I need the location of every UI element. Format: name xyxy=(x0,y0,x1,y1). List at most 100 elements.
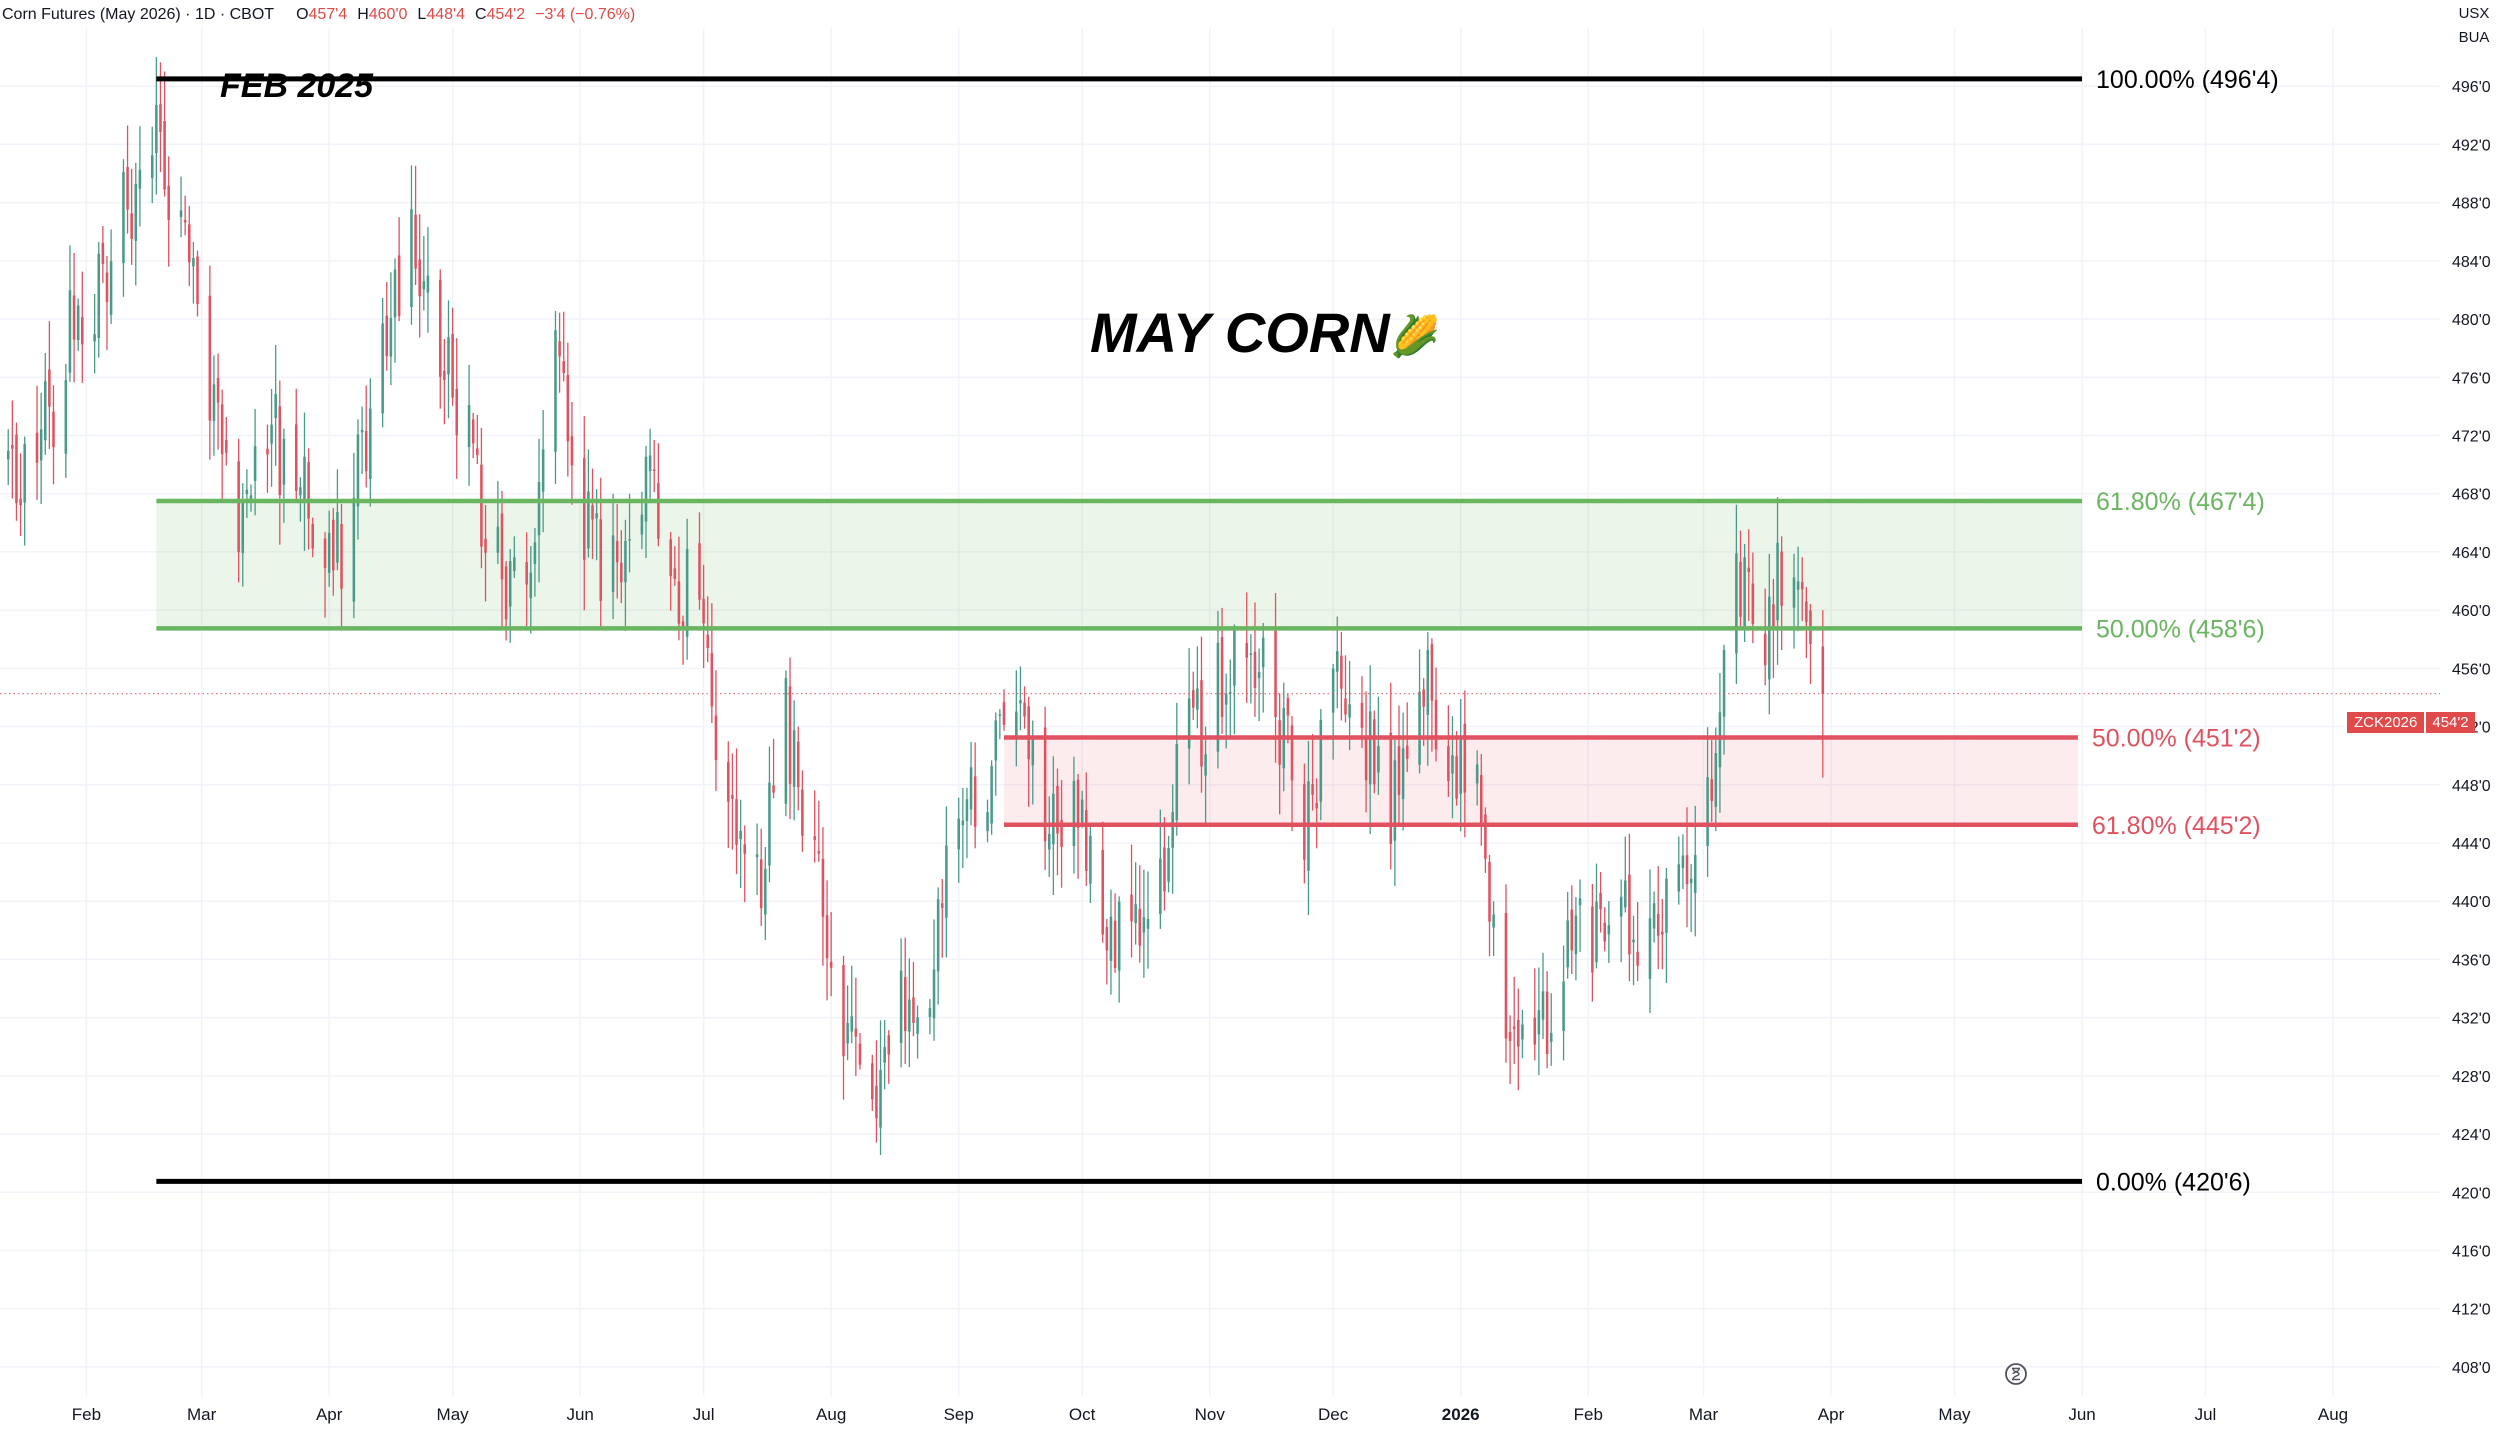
x-tick-label: May xyxy=(437,1405,470,1424)
candle-down xyxy=(731,794,734,799)
candle-up xyxy=(928,1008,932,1018)
candle-up xyxy=(1196,688,1199,710)
candle-down xyxy=(455,388,459,436)
y-tick-label: 492'0 xyxy=(2452,137,2491,154)
candle-down xyxy=(858,1043,862,1065)
candle-down xyxy=(476,448,479,456)
candle-down xyxy=(813,836,816,840)
candle-up xyxy=(282,438,286,485)
candle-down xyxy=(871,1063,874,1100)
annotations: FEB 2025 MAY CORN 🌽 xyxy=(220,67,1440,364)
candle-down xyxy=(801,789,804,836)
candle-down xyxy=(1002,702,1006,725)
price-tag-price: 454'2 xyxy=(2426,712,2475,733)
candle-down xyxy=(1710,779,1713,801)
candle-down xyxy=(1220,637,1224,717)
candle-down xyxy=(414,214,417,269)
candle-down xyxy=(1430,644,1434,701)
candle-down xyxy=(1545,991,1549,1055)
candle-up xyxy=(945,845,948,918)
candle-down xyxy=(48,369,51,407)
candle-up xyxy=(1574,915,1578,955)
currency-unit[interactable]: USX BUA xyxy=(2454,2,2494,50)
candle-down xyxy=(1821,646,1825,694)
candle-down xyxy=(710,653,714,707)
x-tick-label: Apr xyxy=(1818,1405,1845,1424)
candle-down xyxy=(1340,655,1343,689)
candle-down xyxy=(451,333,454,398)
candle-down xyxy=(669,539,672,577)
candle-down xyxy=(1488,861,1491,922)
candle-down xyxy=(72,295,76,340)
candle-down xyxy=(294,424,298,491)
candle-down xyxy=(772,785,775,793)
candle-up xyxy=(768,782,771,866)
candle-down xyxy=(418,259,421,297)
candle-up xyxy=(356,434,360,507)
candle-down xyxy=(1113,920,1117,969)
y-tick-label: 424'0 xyxy=(2452,1127,2491,1144)
candle-down xyxy=(1130,894,1133,922)
candle-down xyxy=(1373,719,1376,785)
candle-up xyxy=(93,334,96,342)
candle-up xyxy=(990,766,993,824)
y-tick-label: 416'0 xyxy=(2452,1243,2491,1260)
candle-up xyxy=(595,513,598,519)
candle-down xyxy=(1517,1019,1520,1047)
candle-down xyxy=(1447,746,1450,782)
candle-down xyxy=(1315,803,1318,809)
unit-label: BUA xyxy=(2458,29,2490,46)
candle-up xyxy=(68,290,72,373)
candle-down xyxy=(562,361,565,374)
y-tick-label: 408'0 xyxy=(2452,1360,2491,1377)
candle-down xyxy=(484,538,487,553)
symbol-title[interactable]: Corn Futures (May 2026) · 1D · CBOT xyxy=(2,6,275,23)
candle-down xyxy=(1274,627,1277,718)
candle-up xyxy=(611,535,615,592)
candle-up xyxy=(64,380,68,454)
candle-up xyxy=(39,429,43,461)
candle-up xyxy=(393,269,397,318)
candle-up xyxy=(908,999,911,1032)
candle-down xyxy=(566,375,570,442)
candle-down xyxy=(1023,702,1026,717)
y-tick-label: 464'0 xyxy=(2452,545,2491,562)
candle-down xyxy=(1780,551,1783,606)
candle-down xyxy=(615,541,619,563)
candle-down xyxy=(817,851,821,854)
candle-up xyxy=(1578,898,1582,906)
candle-up xyxy=(1632,939,1635,943)
candle-down xyxy=(196,256,199,305)
candle-up xyxy=(1393,760,1397,841)
candle-down xyxy=(599,519,603,602)
time-axis[interactable]: Feb Mar Apr May Jun Jul Aug Sep Oct Nov Dec 2026 Feb… xyxy=(72,1405,2348,1424)
candle-up xyxy=(936,899,940,972)
x-tick-label: Apr xyxy=(316,1405,343,1424)
candle-down xyxy=(1397,746,1401,795)
candle-up xyxy=(969,767,973,810)
candle-up xyxy=(212,384,216,421)
candle-down xyxy=(1191,690,1195,708)
candle-up xyxy=(422,281,426,290)
price-axis[interactable]: 408'0 412'0 416'0 420'0 424'0 428'0 432'0 436'0… xyxy=(2452,79,2491,1377)
candle-down xyxy=(903,977,907,1031)
clock-icon[interactable] xyxy=(2004,1362,2028,1386)
candle-down xyxy=(471,419,475,444)
close-label: C xyxy=(474,6,487,23)
candle-up xyxy=(764,868,767,915)
candle-down xyxy=(796,741,800,788)
candle-up xyxy=(986,812,989,832)
candle-down xyxy=(1484,814,1487,860)
candle-up xyxy=(784,678,788,804)
y-tick-label: 448'0 xyxy=(2452,778,2491,795)
candle-down xyxy=(1434,699,1438,750)
candle-up xyxy=(245,489,249,494)
candle-down xyxy=(727,761,730,802)
candle-down xyxy=(854,1028,858,1037)
candle-up xyxy=(241,500,245,553)
candle-up xyxy=(426,275,430,293)
candle-down xyxy=(438,279,442,377)
corn-emoji-icon: 🌽 xyxy=(1390,312,1440,360)
grid-lines xyxy=(0,28,2440,1396)
candle-down xyxy=(1512,1026,1516,1030)
